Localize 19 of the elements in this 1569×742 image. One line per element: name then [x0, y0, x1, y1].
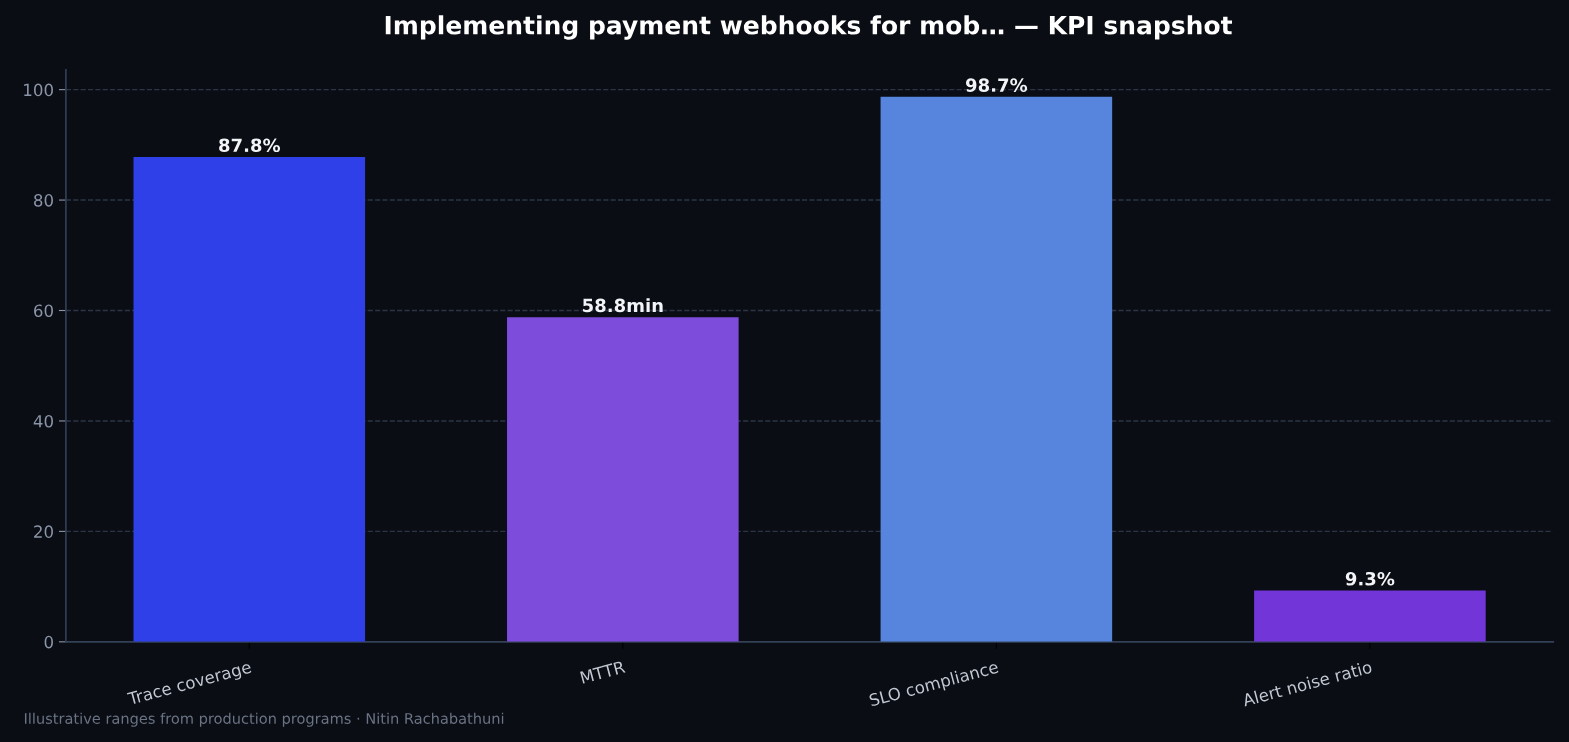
y-tick-label: 100: [24, 83, 53, 97]
data-label: 58.8min: [583, 298, 663, 313]
data-label: 87.8%: [219, 138, 281, 153]
chart-title: Implementing payment webhooks for mob… — KPI snapshot: [385, 15, 1233, 40]
data-label: 98.7%: [965, 78, 1028, 92]
x-tick-label: Trace coverage: [126, 660, 253, 709]
y-tick-label: 20: [34, 525, 53, 538]
y-tick-label: 40: [33, 414, 53, 428]
y-tick-label: 60: [34, 304, 53, 318]
x-tick-label: Alert noise ratio: [1241, 660, 1373, 707]
bar: [880, 96, 1113, 642]
data-label: 9.3%: [1345, 571, 1395, 586]
bar: [507, 317, 739, 642]
bar: [1254, 590, 1486, 642]
y-tick-label: 80: [34, 194, 53, 207]
text: Illustrative ranges from production programs · Nitin Rachabathuni: [24, 712, 504, 727]
y-tick-label: 0: [44, 635, 53, 649]
x-tick-label: MTTR: [580, 660, 626, 684]
bar: [133, 157, 366, 642]
